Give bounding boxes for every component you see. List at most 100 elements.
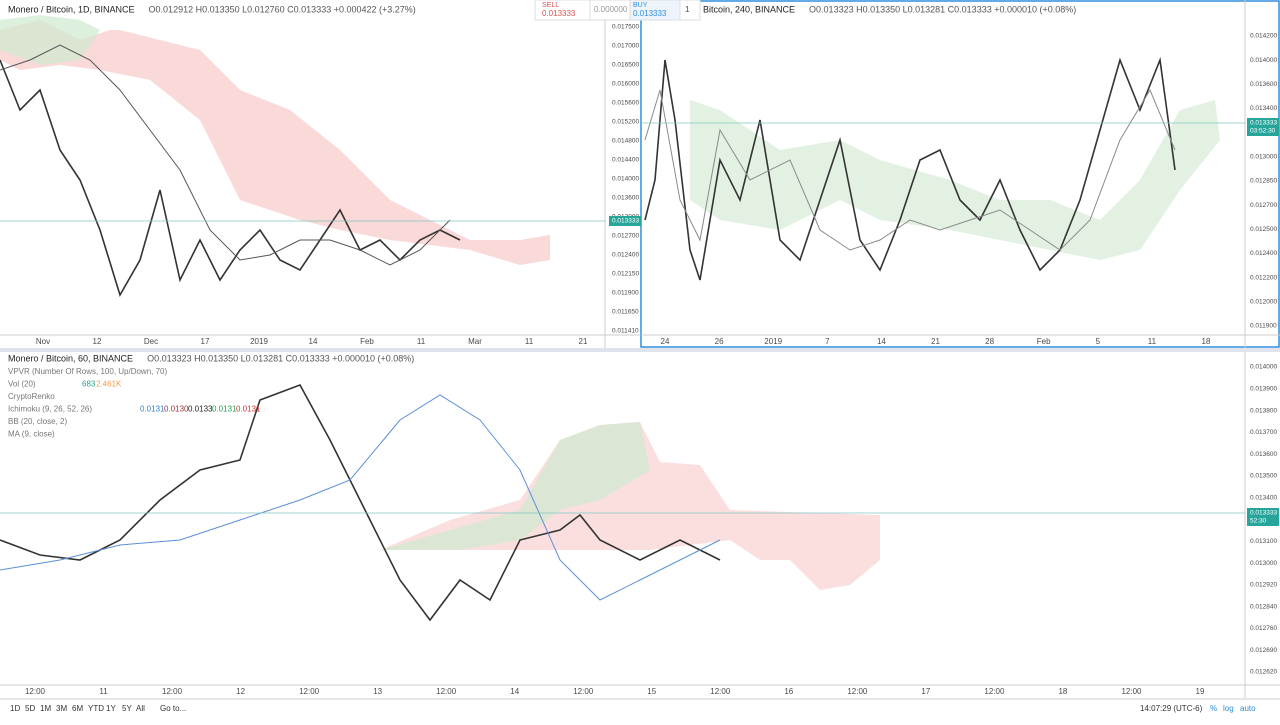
indicator-label[interactable]: MA (9, close) <box>8 430 55 439</box>
price-label: 0.013100 <box>1250 538 1277 545</box>
date-label: 12:00 <box>299 687 320 696</box>
date-label: 26 <box>715 337 724 346</box>
price-label: 0.012920 <box>1250 582 1277 589</box>
price-label: 0.013600 <box>1250 451 1277 458</box>
date-label: Nov <box>36 337 50 346</box>
range-button[interactable]: 6M <box>72 704 83 713</box>
date-label: 12:00 <box>162 687 183 696</box>
date-label: 12 <box>93 337 102 346</box>
indicator-label[interactable]: CryptoRenko <box>8 392 55 401</box>
price-label: 0.015200 <box>612 119 639 126</box>
range-button[interactable]: 1M <box>40 704 51 713</box>
date-label: Feb <box>360 337 374 346</box>
price-label: 0.012400 <box>1250 250 1277 257</box>
date-label: 17 <box>921 687 930 696</box>
indicator-label[interactable]: Ichimoku (9, 26, 52, 26) <box>8 405 92 414</box>
price-label: 0.012760 <box>1250 625 1277 632</box>
price-label: 0.012150 <box>612 271 639 278</box>
symbol-title[interactable]: Monero / Bitcoin, 1D, BINANCE <box>8 4 135 14</box>
indicator-label[interactable]: VPVR (Number Of Rows, 100, Up/Down, 70) <box>8 367 168 376</box>
range-button[interactable]: 1Y <box>106 704 116 713</box>
price-label: 0.012700 <box>612 233 639 240</box>
price-label: 0.013000 <box>1250 154 1277 161</box>
price-label: 0.012690 <box>1250 647 1277 654</box>
indicator-label[interactable]: BB (20, close, 2) <box>8 417 67 426</box>
auto-toggle[interactable]: auto <box>1240 704 1256 713</box>
price-label: 0.012700 <box>1250 202 1277 209</box>
price-label: 0.013600 <box>1250 81 1277 88</box>
ichimoku-cloud <box>380 422 650 550</box>
price-label: 0.013400 <box>1250 494 1277 501</box>
price-label: 0.013800 <box>1250 407 1277 414</box>
range-button[interactable]: 5D <box>25 704 35 713</box>
price-label: 0.012620 <box>1250 669 1277 676</box>
price-label: 0.013400 <box>1250 105 1277 112</box>
date-label: 21 <box>931 337 940 346</box>
range-button[interactable]: YTD <box>88 704 104 713</box>
sell-label: SELL <box>542 2 559 9</box>
vol-value: 2.461K <box>96 380 122 389</box>
pane-divider <box>0 348 1280 352</box>
date-label: Mar <box>468 337 482 346</box>
price-label: 0.013700 <box>1250 429 1277 436</box>
ohlc-values: O0.013323 H0.013350 L0.013281 C0.013333 … <box>809 4 1076 14</box>
price-label: 0.014800 <box>612 138 639 145</box>
ichimoku-cloud <box>0 20 550 265</box>
date-label: 14 <box>309 337 318 346</box>
price-label: 0.012840 <box>1250 603 1277 610</box>
symbol-title[interactable]: Monero / Bitcoin, 60, BINANCE <box>8 353 133 363</box>
range-button[interactable]: 1D <box>10 704 20 713</box>
date-label: 11 <box>525 337 534 346</box>
price-trend <box>0 394 721 601</box>
ichimoku-value: 0.0131 <box>140 405 165 414</box>
price-label: 0.014000 <box>1250 57 1277 64</box>
current-price-tag <box>609 216 641 226</box>
ichimoku-cloud <box>690 100 1220 260</box>
ichimoku-value: 0.0130 <box>164 405 189 414</box>
range-button[interactable]: 5Y <box>122 704 132 713</box>
goto-button[interactable]: Go to... <box>160 704 186 713</box>
price-label: 0.016500 <box>612 62 639 69</box>
price-label: 0.012200 <box>1250 274 1277 281</box>
symbol-title[interactable]: Bitcoin, 240, BINANCE <box>703 4 795 14</box>
date-label: 5 <box>1096 337 1101 346</box>
range-button[interactable]: 3M <box>56 704 67 713</box>
date-label: 13 <box>373 687 382 696</box>
date-label: 11 <box>417 337 426 346</box>
date-label: 12:00 <box>710 687 731 696</box>
price-label: 0.013500 <box>1250 473 1277 480</box>
date-label: 12:00 <box>847 687 868 696</box>
price-label: 0.014000 <box>1250 364 1277 371</box>
ohlc-values: O0.012912 H0.013350 L0.012760 C0.013333 … <box>149 4 416 14</box>
ichimoku-value: 0.0131 <box>236 405 261 414</box>
buy-label: BUY <box>633 2 648 9</box>
date-label: 21 <box>579 337 588 346</box>
date-label: 12:00 <box>984 687 1005 696</box>
date-label: 24 <box>661 337 670 346</box>
active-pane-frame <box>640 0 1280 348</box>
countdown: 52:30 <box>1250 518 1267 525</box>
current-price-tag <box>1247 118 1279 136</box>
price-label: 0.012850 <box>1250 178 1277 185</box>
range-button[interactable]: All <box>136 704 145 713</box>
date-label: 2019 <box>250 337 268 346</box>
ohlc-values: O0.013323 H0.013350 L0.013281 C0.013333 … <box>147 353 414 363</box>
date-label: 12:00 <box>1121 687 1142 696</box>
percent-toggle[interactable]: % <box>1210 704 1217 713</box>
date-label: Feb <box>1037 337 1051 346</box>
date-label: 11 <box>1148 337 1157 346</box>
current-price: 0.013333 <box>1250 510 1277 517</box>
log-toggle[interactable]: log <box>1223 704 1234 713</box>
price-trend <box>644 88 1176 251</box>
price-trend <box>0 44 451 266</box>
date-label: 12:00 <box>573 687 594 696</box>
compare-line <box>0 59 461 298</box>
price-label: 0.014400 <box>612 157 639 164</box>
price-label: 0.011410 <box>612 328 639 335</box>
date-label: 14 <box>510 687 519 696</box>
date-label: Dec <box>144 337 158 346</box>
clock: 14:07:29 (UTC-6) <box>1140 704 1203 713</box>
indicator-label[interactable]: Vol (20) <box>8 380 36 389</box>
date-label: 2019 <box>764 337 782 346</box>
qty-box[interactable] <box>679 0 701 21</box>
